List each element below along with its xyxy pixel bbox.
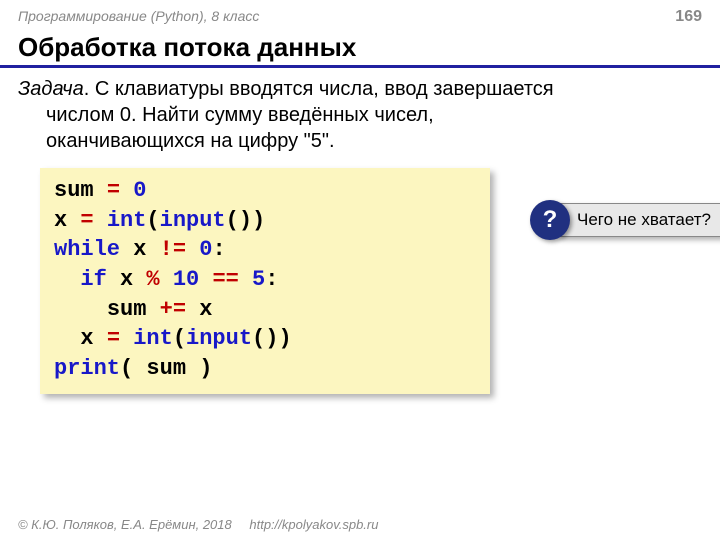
slide-header: Программирование (Python), 8 класс 169 — [0, 0, 720, 28]
question-icon: ? — [530, 200, 570, 240]
task-line3: оканчивающихся на цифру "5". — [18, 128, 692, 154]
course-title: Программирование (Python), 8 класс — [18, 8, 259, 24]
task-line2: числом 0. Найти сумму введённых чисел, — [18, 102, 692, 128]
task-text: Задача. С клавиатуры вводятся числа, вво… — [0, 74, 720, 164]
footer-url: http://kpolyakov.spb.ru — [249, 517, 378, 532]
code-block: sum = 0 x = int(input()) while x != 0: i… — [40, 168, 490, 394]
slide-footer: © К.Ю. Поляков, Е.А. Ерёмин, 2018 http:/… — [18, 517, 378, 532]
slide-title: Обработка потока данных — [0, 28, 720, 68]
page-number: 169 — [675, 8, 702, 26]
task-label: Задача — [18, 78, 84, 100]
task-line1: . С клавиатуры вводятся числа, ввод заве… — [84, 78, 554, 100]
callout: ? Чего не хватает? — [530, 200, 720, 240]
copyright: © К.Ю. Поляков, Е.А. Ерёмин, 2018 — [18, 517, 232, 532]
callout-text: Чего не хватает? — [558, 203, 720, 237]
